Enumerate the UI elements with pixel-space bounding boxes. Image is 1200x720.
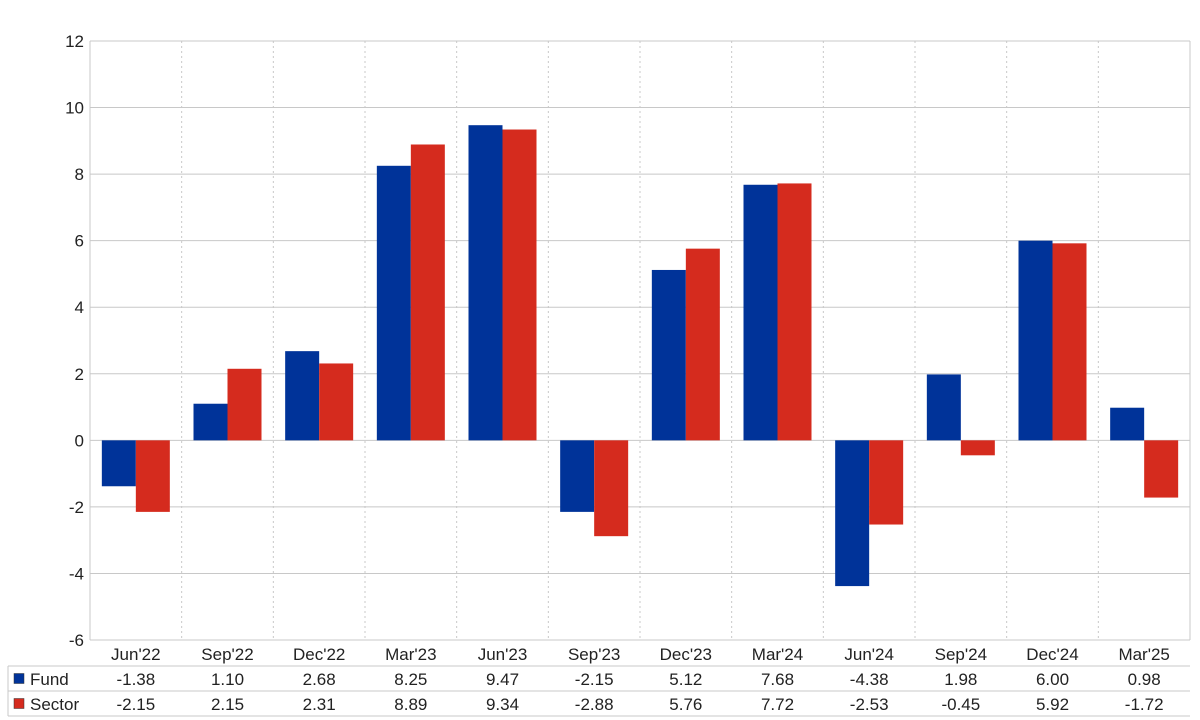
fund-bar [101, 440, 136, 487]
y-tick-label: -4 [69, 564, 84, 583]
sector-bar [960, 440, 995, 456]
data-label: 2.15 [211, 695, 244, 714]
data-label: 1.10 [211, 670, 244, 689]
data-label: 2.68 [303, 670, 336, 689]
data-label: -2.15 [116, 695, 155, 714]
x-tick-label: Jun'22 [111, 645, 161, 664]
fund-bar [926, 374, 961, 441]
data-label: 0.98 [1128, 670, 1161, 689]
legend-swatch [13, 698, 25, 709]
sector-bar [1144, 440, 1179, 498]
x-tick-label: Jun'23 [478, 645, 528, 664]
data-label: 5.76 [669, 695, 702, 714]
x-tick-label: Sep'23 [568, 645, 620, 664]
y-tick-label: 8 [75, 165, 84, 184]
sector-bar [1052, 243, 1087, 441]
fund-bar [285, 351, 320, 441]
x-tick-label: Mar'24 [752, 645, 803, 664]
x-tick-label: Jun'24 [844, 645, 894, 664]
data-label: 5.92 [1036, 695, 1069, 714]
data-label: -4.38 [850, 670, 889, 689]
y-tick-label: 12 [65, 32, 84, 51]
legend-swatch [13, 673, 25, 684]
x-tick-label: Dec'23 [660, 645, 712, 664]
data-label: -0.45 [941, 695, 980, 714]
data-label: 8.89 [394, 695, 427, 714]
data-label: 2.31 [303, 695, 336, 714]
fund-bar [651, 269, 686, 441]
x-tick-label: Dec'22 [293, 645, 345, 664]
x-tick-label: Mar'25 [1118, 645, 1169, 664]
sector-bar [869, 440, 904, 525]
fund-bar [835, 440, 870, 587]
data-table: Jun'22 Sep'22 Dec'22 Mar'23 Jun'23 Sep'23 Dec'… [7, 639, 1190, 717]
data-label: 8.25 [394, 670, 427, 689]
fund-bar [1110, 407, 1145, 441]
sector-bar [135, 440, 170, 512]
sector-bar [502, 129, 537, 441]
data-label: 5.12 [669, 670, 702, 689]
fund-bar [1018, 240, 1053, 441]
fund-bar [743, 184, 778, 441]
x-tick-label: Mar'23 [385, 645, 436, 664]
x-tick-label: Sep'24 [935, 645, 987, 664]
fund-bar [376, 165, 411, 441]
sector-bar [410, 144, 445, 441]
y-tick-label: -2 [69, 498, 84, 517]
fund-bar [193, 403, 228, 441]
y-tick-label: -6 [69, 631, 84, 650]
data-label: -2.88 [575, 695, 614, 714]
data-label: -1.38 [116, 670, 155, 689]
bars-layer [101, 125, 1179, 587]
data-label: -2.53 [850, 695, 889, 714]
x-tick-label: Sep'22 [201, 645, 253, 664]
legend-label: Sector [30, 695, 79, 714]
sector-bar [227, 368, 262, 441]
y-tick-label: 0 [75, 431, 84, 450]
y-tick-label: 4 [75, 298, 84, 317]
data-label: 9.47 [486, 670, 519, 689]
y-tick-label: 6 [75, 232, 84, 251]
fund-bar [560, 440, 595, 512]
sector-bar [777, 183, 812, 441]
data-label: -1.72 [1125, 695, 1164, 714]
data-label: -2.15 [575, 670, 614, 689]
grid-layer [89, 40, 1191, 641]
y-tick-label: 10 [65, 99, 84, 118]
y-axis: -6 -4 -2 0 2 4 6 8 10 12 [65, 32, 84, 650]
x-tick-label: Dec'24 [1026, 645, 1078, 664]
data-label: 6.00 [1036, 670, 1069, 689]
data-label: 9.34 [486, 695, 519, 714]
sector-bar [685, 248, 720, 441]
sector-bar [319, 363, 354, 441]
legend-label: Fund [30, 670, 69, 689]
data-label: 7.68 [761, 670, 794, 689]
sector-bar [594, 440, 629, 537]
data-label: 1.98 [944, 670, 977, 689]
data-label: 7.72 [761, 695, 794, 714]
y-tick-label: 2 [75, 365, 84, 384]
fund-bar [468, 125, 503, 441]
